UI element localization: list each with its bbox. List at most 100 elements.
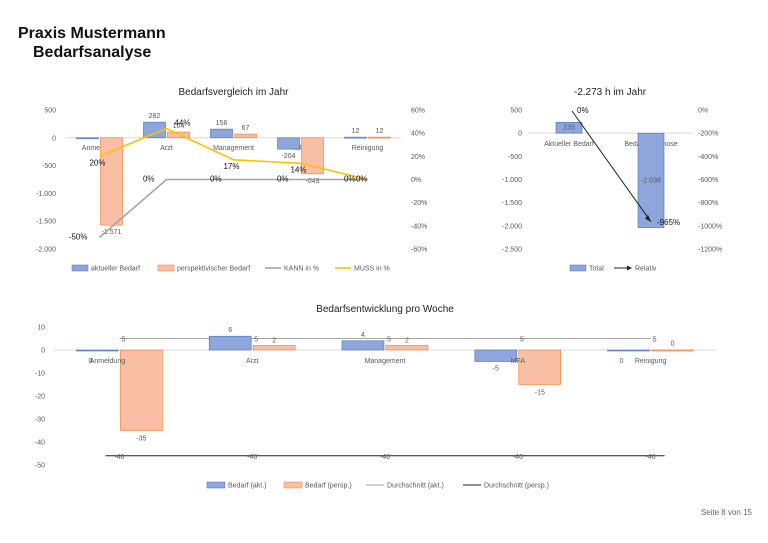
chart1-bar-perspektivisch <box>368 136 391 139</box>
chart1-label-muss: 17% <box>223 162 239 171</box>
chart1-bar-aktuell <box>210 128 233 139</box>
chart1-category-label: Arzt <box>160 145 173 152</box>
chart1-label-kann: 0% <box>143 175 155 184</box>
chart3-label-durchschnitt-akt: 5 <box>254 337 258 344</box>
chart3-title: Bedarfsentwicklung pro Woche <box>316 304 454 315</box>
chart1-category-label: MFA <box>293 145 308 152</box>
chart3-label-durchschnitt-persp: -46 <box>380 454 390 461</box>
chart3-bar-akt <box>474 349 518 362</box>
chart1-label-aktuell: 156 <box>216 120 228 127</box>
chart1-bar-aktuell <box>277 137 300 150</box>
chart1-line-kann <box>98 178 368 239</box>
chart3-bar-persp <box>252 345 296 351</box>
chart3-category-label: Anmeldung <box>90 358 126 365</box>
chart3-ytick: 10 <box>37 325 45 332</box>
chart1-y2tick: 0% <box>411 177 421 184</box>
chart1-bar-aktuell <box>344 136 367 139</box>
chart3-bar-persp <box>385 345 429 351</box>
chart3-category-label: MFA <box>511 358 526 365</box>
chart3-legend-label: Bedarf (akt.) <box>228 483 267 490</box>
chart1-label-aktuell: 12 <box>352 128 360 135</box>
chart3-label-persp: 2 <box>272 337 276 344</box>
chart3-bar-akt <box>607 349 650 352</box>
chart1-title: Bedarfsvergleich im Jahr <box>178 87 289 98</box>
chart2-y2tick: -600% <box>698 177 718 184</box>
chart3-ytick: -10 <box>35 371 45 378</box>
chart2-ytick: -1.500 <box>502 200 522 207</box>
chart1-y2tick: 20% <box>411 154 425 161</box>
chart1-legend-swatch <box>71 264 89 272</box>
chart3-category-label: Reinigung <box>635 358 667 365</box>
chart1-ytick: 500 <box>44 108 56 115</box>
chart1-label-aktuell: -204 <box>281 153 295 160</box>
chart1-legend-label: MUSS in % <box>354 266 390 273</box>
chart1-label-perspektivisch: 12 <box>376 128 384 135</box>
chart3-ytick: -40 <box>35 440 45 447</box>
chart2-legend-label: Total <box>589 266 604 273</box>
chart2-ytick: 0 <box>518 131 522 138</box>
chart3-label-akt: 0 <box>620 358 624 365</box>
chart2-category-label: Aktueller Bedarf <box>544 141 594 148</box>
chart3-bar-persp <box>120 349 163 431</box>
page-number: Seite 8 von 15 <box>700 508 752 517</box>
chart1-ytick: -2.000 <box>36 247 56 254</box>
chart1-label-perspektivisch: 67 <box>242 125 250 132</box>
chart3-legend-label: Durchschnitt (persp.) <box>484 483 549 490</box>
chart2-ytick: 500 <box>510 108 522 115</box>
chart1-label-muss: 20% <box>89 158 105 167</box>
chart3-bar-akt <box>208 335 252 351</box>
chart3-ytick: 0 <box>41 348 45 355</box>
chart3-bar-persp <box>651 349 694 352</box>
practice-name: Praxis Mustermann <box>18 25 166 42</box>
chart2-legend-arrow <box>627 265 632 271</box>
chart1-legend-label: aktueller Bedarf <box>91 266 140 273</box>
chart3-category-label: Management <box>365 358 406 365</box>
chart3-label-persp: -15 <box>535 390 545 397</box>
chart2-bar-total <box>637 132 665 228</box>
chart2-y2tick: -800% <box>698 200 718 207</box>
chart1-bar-aktuell <box>76 137 99 140</box>
chart1-y2tick: 60% <box>411 108 425 115</box>
chart2-label-relativ: 0% <box>577 106 589 115</box>
chart1-y2tick: -60% <box>411 247 427 254</box>
chart2-label-total: 235 <box>563 124 575 131</box>
chart2-ytick: -1.000 <box>502 177 522 184</box>
chart3-ytick: -20 <box>35 394 45 401</box>
chart2-ytick: -500 <box>508 154 522 161</box>
chart1-y2tick: -40% <box>411 223 427 230</box>
chart3-ytick: -50 <box>35 463 45 470</box>
chart3-bar-akt <box>76 349 119 352</box>
chart3-legend-label: Durchschnitt (akt.) <box>387 483 444 490</box>
chart2-ytick: -2.000 <box>502 223 522 230</box>
chart1-legend-swatch <box>157 264 175 272</box>
chart1-y2tick: -20% <box>411 200 427 207</box>
chart1-label-kann: 0% <box>344 175 356 184</box>
chart1-category-label: Anmeldung <box>82 145 118 152</box>
chart1-y2tick: 40% <box>411 131 425 138</box>
chart3-label-persp: -35 <box>136 436 146 443</box>
chart2-label-total: -2.038 <box>641 178 661 185</box>
chart1-ytick: -500 <box>42 163 56 170</box>
chart1-label-perspektivisch: -649 <box>305 178 319 185</box>
chart3-label-akt: 4 <box>361 332 365 339</box>
chart3-legend-label: Bedarf (persp.) <box>305 483 352 490</box>
chart3-label-durchschnitt-persp: -46 <box>247 454 257 461</box>
chart1-label-perspektivisch: -1.571 <box>102 229 122 236</box>
chart1-bar-perspektivisch <box>234 133 257 139</box>
chart1-category-label: Management <box>213 145 254 152</box>
chart3-legend-swatch <box>206 481 226 489</box>
chart3-label-persp: 2 <box>405 337 409 344</box>
chart1-ytick: -1.000 <box>36 191 56 198</box>
chart2-ytick: -2.500 <box>502 247 522 254</box>
chart1-label-muss: 0% <box>356 175 368 184</box>
chart1-bar-aktuell <box>143 121 166 139</box>
chart3-ytick: -30 <box>35 417 45 424</box>
chart3-bar-persp <box>518 349 562 385</box>
chart1-label-muss: 14% <box>290 165 306 174</box>
chart3-label-akt: -5 <box>493 366 499 373</box>
chart3-legend-swatch <box>283 481 303 489</box>
chart1-legend-label: KANN in % <box>284 266 319 273</box>
chart1-ytick: -1.500 <box>36 219 56 226</box>
chart3-label-durchschnitt-akt: 5 <box>121 337 125 344</box>
